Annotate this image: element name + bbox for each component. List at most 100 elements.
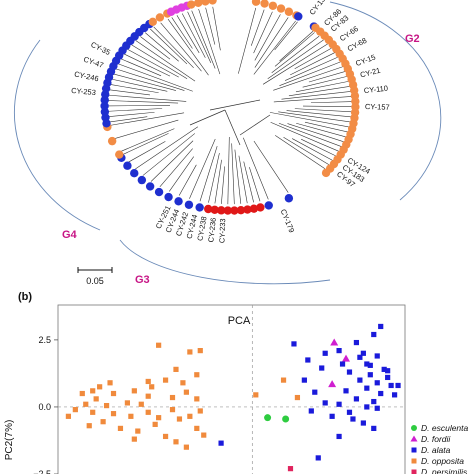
y-axis-label: PC2(7%) <box>4 420 15 461</box>
data-point <box>201 432 207 438</box>
y-tick-label: −2.5 <box>33 469 51 474</box>
data-point <box>378 390 384 397</box>
tree-branch <box>284 56 339 81</box>
legend-marker <box>411 469 417 474</box>
tree-branch <box>144 32 179 62</box>
tree-leaf-dot <box>115 150 124 159</box>
tree-leaf-dot <box>217 206 226 215</box>
tree-branch <box>106 108 163 112</box>
tree-leaf-dot <box>100 101 109 111</box>
tree-branch <box>243 137 269 200</box>
tree-branch <box>308 70 347 83</box>
tree-branch <box>253 11 273 54</box>
tree-branch <box>269 112 351 128</box>
legend-marker <box>411 425 417 431</box>
data-point <box>301 377 307 383</box>
data-point <box>322 400 328 406</box>
tree-branches <box>106 6 354 205</box>
tree-branch <box>209 99 261 111</box>
tree-branch <box>296 122 348 138</box>
tree-leaf-dots <box>100 0 360 215</box>
data-point <box>330 338 339 346</box>
data-point <box>83 401 89 407</box>
legend-marker <box>411 447 417 453</box>
data-point <box>110 411 117 417</box>
data-point <box>374 405 380 411</box>
tree-leaf-dot <box>130 168 139 178</box>
data-point <box>253 392 259 398</box>
tree-branch <box>243 161 254 203</box>
tree-branch <box>106 94 187 102</box>
data-point <box>100 419 106 425</box>
tree-leaf-dot <box>154 187 164 197</box>
tree-leaf-dot <box>284 7 294 16</box>
data-point <box>346 369 353 375</box>
data-point <box>131 388 137 394</box>
tree-branch <box>224 109 241 146</box>
tree-branch <box>302 75 349 88</box>
tree-branch <box>273 65 345 91</box>
data-point <box>322 350 328 356</box>
data-point <box>374 380 380 386</box>
tree-leaf-label: CY-35 <box>89 40 111 57</box>
data-point <box>183 389 189 395</box>
tree-leaf-dot <box>284 194 294 203</box>
data-point <box>378 323 384 330</box>
data-point <box>374 353 380 359</box>
data-point <box>145 378 151 385</box>
tree-branch <box>107 89 151 96</box>
tree-branch <box>110 78 168 92</box>
data-point <box>308 408 314 414</box>
tree-branch <box>199 146 218 202</box>
data-point <box>294 394 301 401</box>
tree-branch <box>122 133 169 155</box>
tree-leaf-label: CY-238 <box>195 216 208 242</box>
data-point <box>350 416 356 422</box>
tree-leaf-label: CY-233 <box>217 218 227 243</box>
data-point <box>357 354 363 360</box>
legend-marker <box>411 458 417 464</box>
tree-leaf-dot <box>145 182 155 191</box>
data-point <box>364 361 370 367</box>
legend-marker <box>410 435 418 442</box>
tree-branch <box>106 100 179 104</box>
data-point <box>360 420 366 426</box>
data-point <box>329 413 335 419</box>
tree-branch <box>283 137 330 165</box>
data-point <box>152 421 158 427</box>
tree-branch <box>294 108 354 113</box>
tree-branch <box>254 14 281 61</box>
tree-branch <box>189 109 226 126</box>
tree-branch <box>108 83 159 94</box>
data-point <box>72 407 78 413</box>
data-point <box>128 413 134 419</box>
tree-leaf-dot <box>123 161 132 170</box>
data-point <box>173 439 179 445</box>
series-0 <box>264 414 290 423</box>
tree-leaf-dot <box>201 0 210 6</box>
data-point <box>156 342 162 348</box>
tree-branch <box>310 101 354 104</box>
tree-leaf-dot <box>194 0 203 8</box>
group-label-g3: G3 <box>135 274 150 286</box>
legend-label: D. alata <box>421 445 451 455</box>
group-arc-g3 <box>119 239 331 285</box>
plot-frame <box>57 304 406 474</box>
data-point <box>388 382 394 389</box>
y-tick-label: 2.5 <box>38 335 51 345</box>
tree-branch <box>286 110 354 118</box>
tree-branch <box>278 122 343 148</box>
data-point <box>97 384 103 390</box>
tree-leaf-dot <box>260 0 269 8</box>
tree-branch <box>279 31 314 62</box>
tree-branch <box>271 35 320 74</box>
tree-branch <box>302 105 354 108</box>
tree-leaf-dot <box>249 204 259 213</box>
tree-leaf-label: CY-157 <box>365 102 390 112</box>
data-point <box>90 388 96 394</box>
tree-branch <box>292 138 333 161</box>
tree-branch <box>113 119 179 140</box>
tree-branch <box>120 128 175 152</box>
tree-branch <box>273 96 354 103</box>
tree-leaf-dot <box>204 204 213 214</box>
